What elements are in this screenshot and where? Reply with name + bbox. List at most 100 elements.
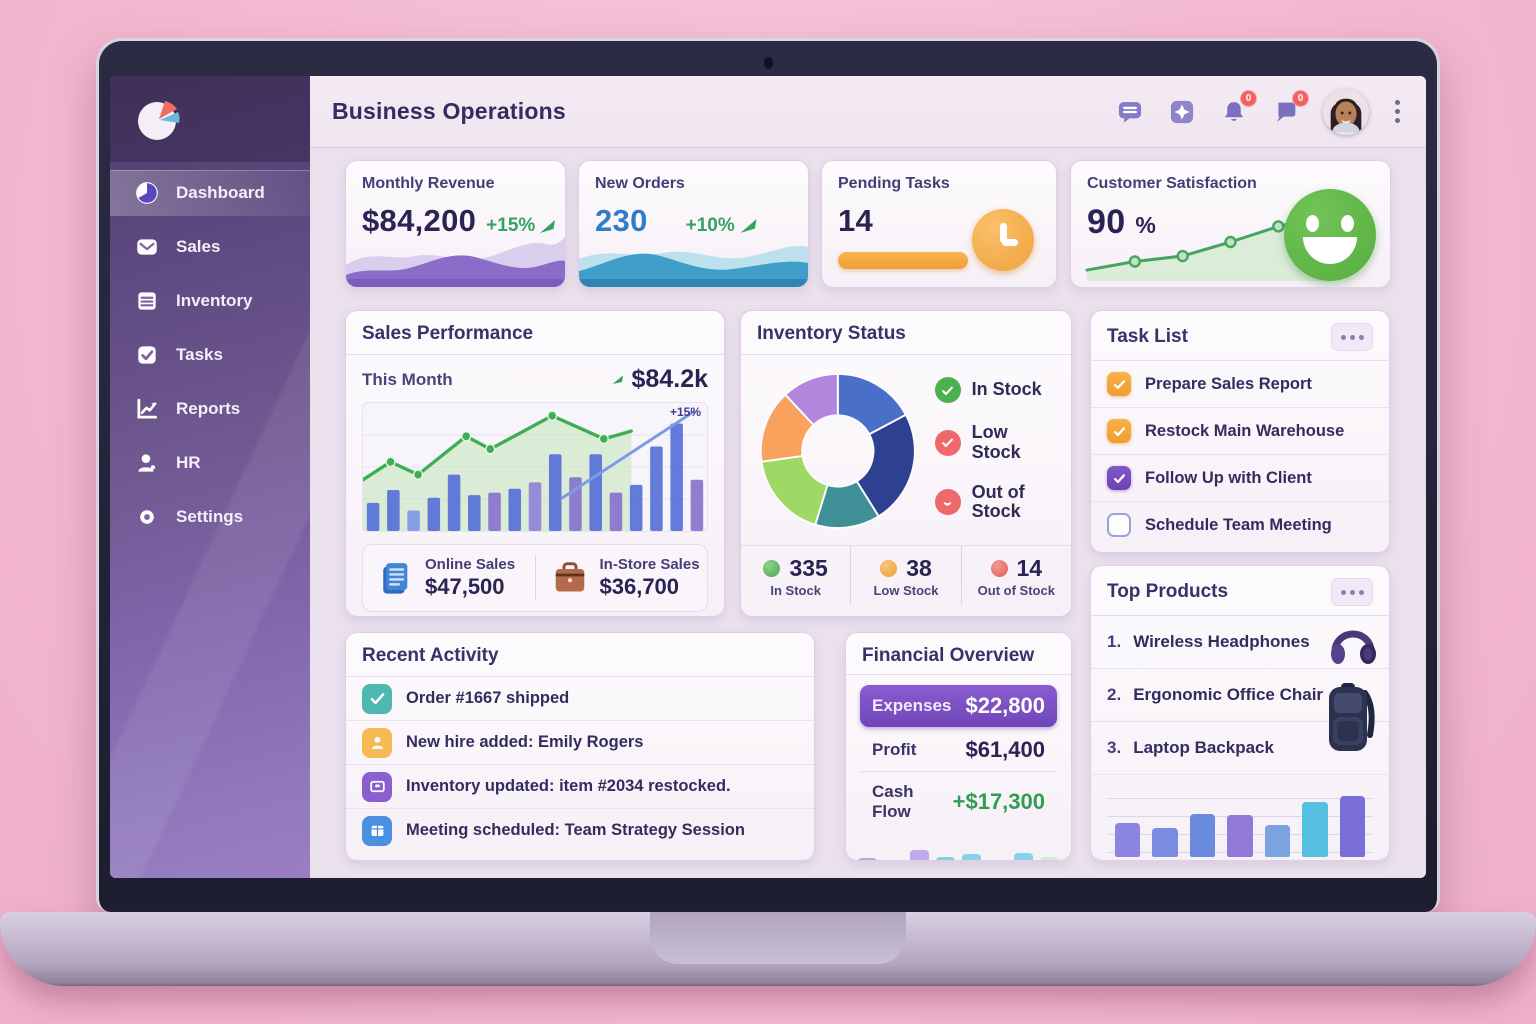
task-row[interactable]: Follow Up with Client [1091,455,1389,502]
mini-bar [1227,815,1253,857]
checkbox-empty-icon[interactable] [1107,513,1131,537]
orders-wave-decoration [579,229,808,287]
kpi-delta: +15% [486,215,556,237]
stat-in-stock: 335 In Stock [741,546,850,605]
chart-icon [134,396,160,422]
period-label: This Month [362,369,453,389]
legend-item-low-stock: Low Stock [934,422,1057,463]
check-icon [362,683,392,714]
product-row[interactable]: 1. Wireless Headphones [1091,616,1389,669]
more-options-icon[interactable] [1331,323,1373,351]
kpi-label: Pending Tasks [838,175,950,192]
mini-bar [1189,813,1216,857]
laptop-base-notch [650,912,906,964]
alert-circle-icon [934,489,961,516]
activity-row[interactable]: Meeting scheduled: Team Strategy Session [346,809,814,852]
online-sales-label: Online Sales [425,556,516,573]
checkbox-checked-icon[interactable] [1107,372,1131,396]
apps-star-icon[interactable] [1167,97,1197,127]
sidebar-item-label: Settings [176,507,244,526]
header-actions: 0 0 [1115,88,1404,135]
trend-annotation: +15% [669,405,701,419]
dashboard-main: Monthly Revenue $84,200 +15% [310,148,1426,878]
mail-icon [134,234,160,260]
instore-sales-label: In-Store Sales [599,556,700,573]
financial-mini-bar-chart [858,840,1059,860]
sidebar-item-sales[interactable]: Sales [110,224,310,270]
bell-icon[interactable]: 0 [1219,89,1257,127]
revenue-wave-decoration [346,229,565,287]
period-value: $84.2k [631,365,708,393]
page-title: Business Operations [332,98,566,124]
mini-bar [988,859,1007,860]
briefcase-icon [555,562,584,592]
sidebar-item-label: Tasks [176,345,223,364]
task-row[interactable]: Schedule Team Meeting [1091,502,1389,548]
card-title: Top Products [1107,581,1229,602]
cashflow-row: Cash Flow +$17,300 [860,771,1057,830]
smiley-icon [1284,189,1376,281]
trend-up-icon [540,219,556,233]
activity-row[interactable]: Order #1667 shipped [346,677,814,721]
list-icon [134,288,160,314]
kpi-card-pending-tasks: Pending Tasks 14 [821,160,1057,288]
mini-bar [1302,802,1328,857]
sales-performance-card: Sales Performance This Month $84.2k +15% [345,310,725,617]
kpi-card-new-orders: New Orders 230 +10% [578,160,809,288]
app-logo[interactable] [110,76,310,162]
online-sales-value: $47,500 [425,574,505,599]
sales-breakdown: Online Sales $47,500 [362,544,708,612]
sidebar-item-hr[interactable]: HR [110,440,310,486]
legend-item-out-of-stock: Out of Stock [934,482,1057,523]
check-circle-icon [934,429,961,456]
mini-bar [1040,856,1059,860]
user-avatar[interactable] [1323,88,1369,135]
checkbox-checked-icon[interactable] [1107,419,1131,443]
calendar-icon [362,815,392,846]
mini-bar [962,854,981,860]
task-row[interactable]: Restock Main Warehouse [1091,408,1389,455]
kpi-value: 230 [595,203,648,238]
check-circle-icon [934,377,961,403]
sidebar-item-label: Sales [176,237,221,256]
top-products-bar-chart [1107,781,1373,857]
sidebar-item-tasks[interactable]: Tasks [110,332,310,378]
sidebar-item-label: Reports [176,399,241,418]
announcement-icon[interactable]: 0 [1271,89,1309,127]
card-title: Financial Overview [862,645,1035,666]
notification-badge: 0 [1240,89,1257,107]
sales-chart: +15% [362,402,708,532]
instore-sales-value: $36,700 [599,574,680,599]
card-title: Inventory Status [757,323,906,344]
activity-row[interactable]: Inventory updated: item #2034 restocked. [346,765,814,809]
person-icon [134,450,160,476]
headphones-icon [1327,621,1379,672]
gear-icon [134,504,160,530]
package-icon [362,771,392,802]
kpi-card-monthly-revenue: Monthly Revenue $84,200 +15% [345,160,566,288]
card-title: Task List [1107,326,1188,347]
document-icon [383,563,408,594]
kpi-value: 90 [1087,203,1126,241]
kpi-value-unit: % [1135,212,1157,238]
dashboard-icon [134,180,160,206]
sidebar-item-dashboard[interactable]: Dashboard [110,170,310,216]
backpack-icon [1321,681,1379,762]
activity-row[interactable]: New hire added: Emily Rogers [346,721,814,765]
top-products-card: Top Products 1. Wireless Headphones 2. E… [1090,565,1390,861]
mini-bar [1264,825,1291,857]
expenses-row: Expenses $22,800 [860,685,1057,727]
product-row[interactable]: 3. Laptop Backpack [1091,722,1389,775]
product-row[interactable]: 2. Ergonomic Office Chair [1091,669,1389,751]
messages-icon[interactable] [1115,97,1145,127]
sidebar-item-settings[interactable]: Settings [110,494,310,540]
more-options-icon[interactable] [1331,578,1373,606]
webcam-icon [764,57,773,69]
checkbox-checked-icon[interactable] [1107,466,1131,490]
kebab-menu-icon[interactable] [1391,96,1404,127]
sidebar-item-inventory[interactable]: Inventory [110,278,310,324]
task-row[interactable]: Prepare Sales Report [1091,361,1389,408]
sidebar-item-reports[interactable]: Reports [110,386,310,432]
task-list-card: Task List Prepare Sales Report Restock M… [1090,310,1390,553]
